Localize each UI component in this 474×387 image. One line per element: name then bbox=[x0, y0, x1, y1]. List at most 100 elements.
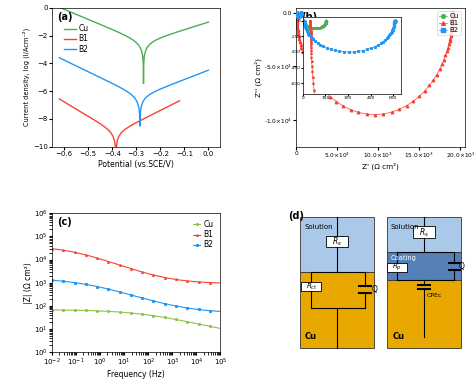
B1 bbox=[450, 11, 456, 15]
Line: B1: B1 bbox=[51, 248, 221, 284]
Cu bbox=[149, 313, 155, 318]
B2 bbox=[206, 68, 211, 72]
Text: (b): (b) bbox=[301, 12, 318, 22]
Cu bbox=[149, 313, 155, 318]
Bar bbox=[300, 272, 374, 348]
Cu bbox=[294, 12, 300, 16]
Bar bbox=[300, 217, 374, 272]
B2 bbox=[149, 298, 155, 303]
Cu bbox=[294, 12, 300, 16]
Bar bbox=[387, 280, 461, 348]
B1 bbox=[49, 247, 55, 251]
B1 bbox=[127, 124, 132, 129]
Text: $R_s$: $R_s$ bbox=[419, 226, 429, 239]
B2 bbox=[152, 89, 157, 94]
Text: Q: Q bbox=[372, 285, 378, 294]
Line: Cu: Cu bbox=[51, 309, 221, 329]
Y-axis label: Current density, log (I/Acm⁻²): Current density, log (I/Acm⁻²) bbox=[23, 28, 30, 126]
B1 bbox=[64, 101, 70, 106]
Text: $R_{ct}$: $R_{ct}$ bbox=[306, 281, 317, 292]
Cu bbox=[294, 12, 300, 16]
Cu bbox=[66, 9, 72, 14]
X-axis label: Z' (Ω cm²): Z' (Ω cm²) bbox=[362, 163, 399, 170]
Y-axis label: |Z| (Ω cm²): |Z| (Ω cm²) bbox=[24, 262, 33, 304]
B2 bbox=[294, 12, 300, 17]
B2 bbox=[147, 92, 153, 97]
B1 bbox=[448, 34, 454, 38]
B1 bbox=[148, 113, 154, 118]
Cu bbox=[191, 321, 197, 325]
Line: Cu: Cu bbox=[59, 8, 209, 84]
B1 bbox=[50, 247, 55, 251]
Line: B2: B2 bbox=[51, 279, 221, 312]
B2 bbox=[143, 95, 149, 100]
Text: $R_p$: $R_p$ bbox=[392, 261, 402, 273]
X-axis label: Potential (vs.SCE/V): Potential (vs.SCE/V) bbox=[99, 159, 174, 169]
B1 bbox=[160, 107, 166, 111]
Legend: Cu, B1, B2: Cu, B1, B2 bbox=[190, 217, 217, 252]
Text: Cu: Cu bbox=[305, 332, 317, 341]
Cu bbox=[293, 11, 299, 15]
B2 bbox=[298, 11, 304, 15]
Text: Solution: Solution bbox=[305, 224, 333, 230]
B2 bbox=[297, 14, 303, 18]
B2 bbox=[152, 299, 158, 304]
Cu bbox=[185, 26, 191, 31]
B2 bbox=[298, 11, 304, 15]
B2 bbox=[50, 278, 55, 283]
B1 bbox=[177, 98, 182, 103]
Cu bbox=[293, 11, 299, 15]
Text: (c): (c) bbox=[57, 217, 72, 228]
B2 bbox=[293, 11, 299, 15]
Cu bbox=[56, 5, 62, 10]
Line: B1: B1 bbox=[295, 12, 454, 116]
B1 bbox=[149, 272, 155, 277]
B2 bbox=[185, 76, 191, 80]
Text: Coating: Coating bbox=[391, 255, 416, 261]
B1 bbox=[434, 72, 439, 77]
Cu bbox=[152, 39, 157, 43]
B1 bbox=[152, 273, 158, 278]
FancyBboxPatch shape bbox=[301, 282, 321, 291]
B1 bbox=[130, 122, 136, 127]
B2 bbox=[56, 55, 62, 60]
B1 bbox=[218, 281, 223, 285]
Cu bbox=[295, 11, 301, 15]
B1 bbox=[149, 272, 155, 277]
Cu bbox=[170, 31, 175, 36]
Legend: Cu, B1, B2: Cu, B1, B2 bbox=[61, 21, 92, 57]
B1 bbox=[294, 11, 300, 15]
FancyBboxPatch shape bbox=[387, 263, 407, 272]
Text: $R_s$: $R_s$ bbox=[332, 235, 342, 248]
B2 bbox=[170, 82, 175, 86]
Cu bbox=[295, 11, 301, 15]
B2 bbox=[296, 14, 301, 19]
FancyBboxPatch shape bbox=[326, 236, 347, 247]
Text: (a): (a) bbox=[57, 12, 73, 22]
B2 bbox=[137, 124, 143, 128]
B2 bbox=[293, 11, 299, 15]
Cu bbox=[143, 47, 149, 52]
B1 bbox=[56, 97, 62, 101]
B2 bbox=[298, 11, 304, 15]
Text: CPEc: CPEc bbox=[427, 293, 442, 298]
B2 bbox=[49, 278, 55, 283]
Text: Q: Q bbox=[459, 262, 465, 271]
Text: (d): (d) bbox=[288, 211, 304, 221]
B1 bbox=[310, 73, 316, 77]
Cu bbox=[295, 11, 301, 15]
Bar bbox=[387, 252, 461, 280]
Cu bbox=[293, 11, 299, 15]
Cu bbox=[49, 308, 55, 312]
Cu bbox=[202, 323, 208, 328]
B1 bbox=[299, 46, 304, 50]
Legend: Cu, B1, B2: Cu, B1, B2 bbox=[437, 11, 461, 36]
Cu bbox=[141, 81, 146, 86]
Cu bbox=[218, 326, 223, 331]
B1 bbox=[294, 11, 300, 16]
B2 bbox=[191, 307, 197, 311]
Cu bbox=[50, 308, 55, 312]
Line: B2: B2 bbox=[59, 58, 209, 126]
B1 bbox=[202, 280, 208, 284]
B1 bbox=[191, 279, 197, 284]
